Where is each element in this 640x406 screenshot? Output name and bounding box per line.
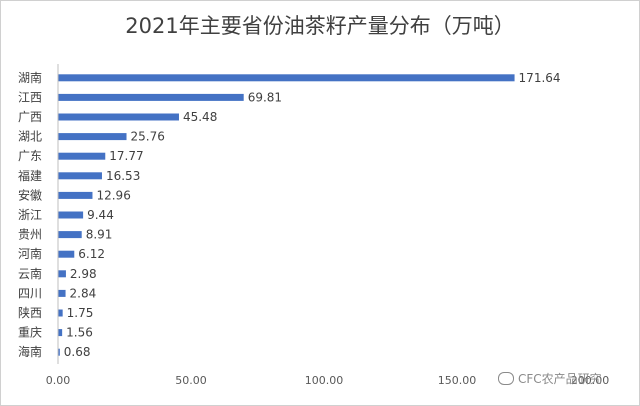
bar <box>58 113 179 121</box>
bar <box>58 329 63 337</box>
category-label: 四川 <box>18 286 42 300</box>
bar <box>58 211 84 219</box>
bar <box>58 133 127 141</box>
x-tick-label: 200.00 <box>571 374 610 387</box>
bar <box>58 93 244 101</box>
bar <box>58 74 515 82</box>
value-label: 2.84 <box>70 286 97 300</box>
x-tick-label: 0.00 <box>46 374 71 387</box>
axis-group: 0.00 50.00 100.00 150.00 200.00 <box>46 64 610 387</box>
category-label: 贵州 <box>18 228 42 242</box>
value-label: 16.53 <box>106 169 140 183</box>
value-label: 171.64 <box>519 71 561 85</box>
value-label: 25.76 <box>131 130 165 144</box>
x-tick-label: 150.00 <box>438 374 477 387</box>
category-label: 湖南 <box>18 70 42 85</box>
bar <box>58 172 102 180</box>
value-label: 2.98 <box>70 267 97 281</box>
chart-title: 2021年主要省份油茶籽产量分布（万吨） <box>125 14 514 38</box>
watermark: CFC农产品研究 <box>498 370 602 387</box>
category-label: 广东 <box>18 149 42 163</box>
category-label: 陕西 <box>18 305 42 320</box>
category-label: 河南 <box>18 246 42 261</box>
category-label: 广西 <box>18 110 42 124</box>
value-label: 17.77 <box>109 149 143 163</box>
category-label: 福建 <box>18 168 42 183</box>
x-tick-label: 100.00 <box>305 374 344 387</box>
bar <box>58 231 82 239</box>
value-label: 12.96 <box>96 188 130 202</box>
category-label: 云南 <box>18 266 42 281</box>
wechat-icon <box>498 372 514 385</box>
value-label: 69.81 <box>248 90 282 104</box>
bar <box>58 309 63 317</box>
watermark-text: CFC农产品研究 <box>518 372 602 386</box>
value-label: 45.48 <box>183 110 217 124</box>
value-label: 8.91 <box>86 228 113 242</box>
category-label: 安徽 <box>18 187 42 202</box>
value-label: 0.68 <box>64 345 91 359</box>
bars-group: 湖南 171.64 江西 69.81 广西 45.48 湖北 25.76 广东 17.77 福建 16… <box>18 70 561 359</box>
category-label: 重庆 <box>18 326 42 340</box>
x-tick-label: 50.00 <box>175 374 207 387</box>
bar <box>58 191 93 199</box>
value-label: 1.75 <box>67 306 94 320</box>
value-label: 9.44 <box>87 208 114 222</box>
bar <box>58 250 75 258</box>
value-label: 1.56 <box>66 326 93 340</box>
value-label: 6.12 <box>78 247 105 261</box>
bar <box>58 348 60 356</box>
bar <box>58 270 66 278</box>
bar <box>58 289 66 297</box>
category-label: 海南 <box>18 344 42 359</box>
bar <box>58 152 106 160</box>
category-label: 江西 <box>18 90 42 104</box>
category-label: 湖北 <box>18 129 42 144</box>
category-label: 浙江 <box>18 208 42 222</box>
